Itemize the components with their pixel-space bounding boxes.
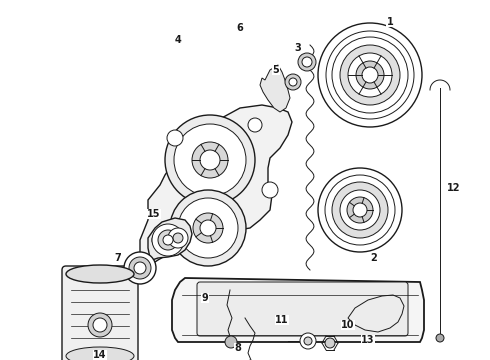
Circle shape [88, 313, 112, 337]
Circle shape [192, 142, 228, 178]
Polygon shape [172, 278, 424, 342]
Circle shape [289, 78, 297, 86]
Circle shape [325, 338, 335, 348]
Ellipse shape [66, 347, 134, 360]
Circle shape [318, 168, 402, 252]
Text: 6: 6 [237, 23, 244, 33]
Circle shape [332, 182, 388, 238]
Circle shape [436, 334, 444, 342]
Circle shape [124, 252, 156, 284]
FancyBboxPatch shape [197, 282, 408, 336]
Circle shape [152, 224, 184, 256]
Text: 15: 15 [147, 209, 161, 219]
Text: 8: 8 [235, 343, 242, 353]
Circle shape [298, 53, 316, 71]
Circle shape [262, 182, 278, 198]
Circle shape [168, 228, 188, 248]
Circle shape [158, 230, 178, 250]
Text: 4: 4 [174, 35, 181, 45]
Circle shape [193, 213, 223, 243]
Circle shape [225, 336, 237, 348]
Circle shape [152, 232, 168, 248]
Text: 14: 14 [93, 350, 107, 360]
Circle shape [174, 124, 246, 196]
Text: 3: 3 [294, 43, 301, 53]
Circle shape [318, 23, 422, 127]
Polygon shape [148, 218, 192, 260]
Circle shape [248, 118, 262, 132]
Circle shape [340, 190, 380, 230]
Circle shape [353, 203, 367, 217]
Circle shape [165, 115, 255, 205]
Circle shape [362, 67, 378, 83]
Text: 13: 13 [361, 335, 375, 345]
Text: 12: 12 [447, 183, 461, 193]
Text: 1: 1 [387, 17, 393, 27]
Circle shape [304, 337, 312, 345]
Text: 9: 9 [201, 293, 208, 303]
Circle shape [163, 235, 173, 245]
Text: 7: 7 [115, 253, 122, 263]
Text: 11: 11 [275, 315, 289, 325]
Circle shape [200, 150, 220, 170]
Text: 10: 10 [341, 320, 355, 330]
Circle shape [356, 61, 384, 89]
Ellipse shape [66, 265, 134, 283]
Circle shape [173, 233, 183, 243]
FancyBboxPatch shape [62, 266, 138, 360]
Circle shape [167, 130, 183, 146]
Circle shape [134, 262, 146, 274]
Circle shape [93, 318, 107, 332]
Polygon shape [140, 105, 292, 266]
Circle shape [300, 333, 316, 349]
Circle shape [332, 37, 408, 113]
Circle shape [200, 220, 216, 236]
Text: 2: 2 [370, 253, 377, 263]
Circle shape [170, 190, 246, 266]
Circle shape [178, 198, 238, 258]
Circle shape [129, 257, 151, 279]
Circle shape [326, 31, 414, 119]
Circle shape [302, 57, 312, 67]
Polygon shape [260, 65, 290, 112]
Circle shape [347, 197, 373, 223]
Text: 5: 5 [272, 65, 279, 75]
Circle shape [348, 53, 392, 97]
Circle shape [285, 74, 301, 90]
Circle shape [325, 175, 395, 245]
Circle shape [340, 45, 400, 105]
